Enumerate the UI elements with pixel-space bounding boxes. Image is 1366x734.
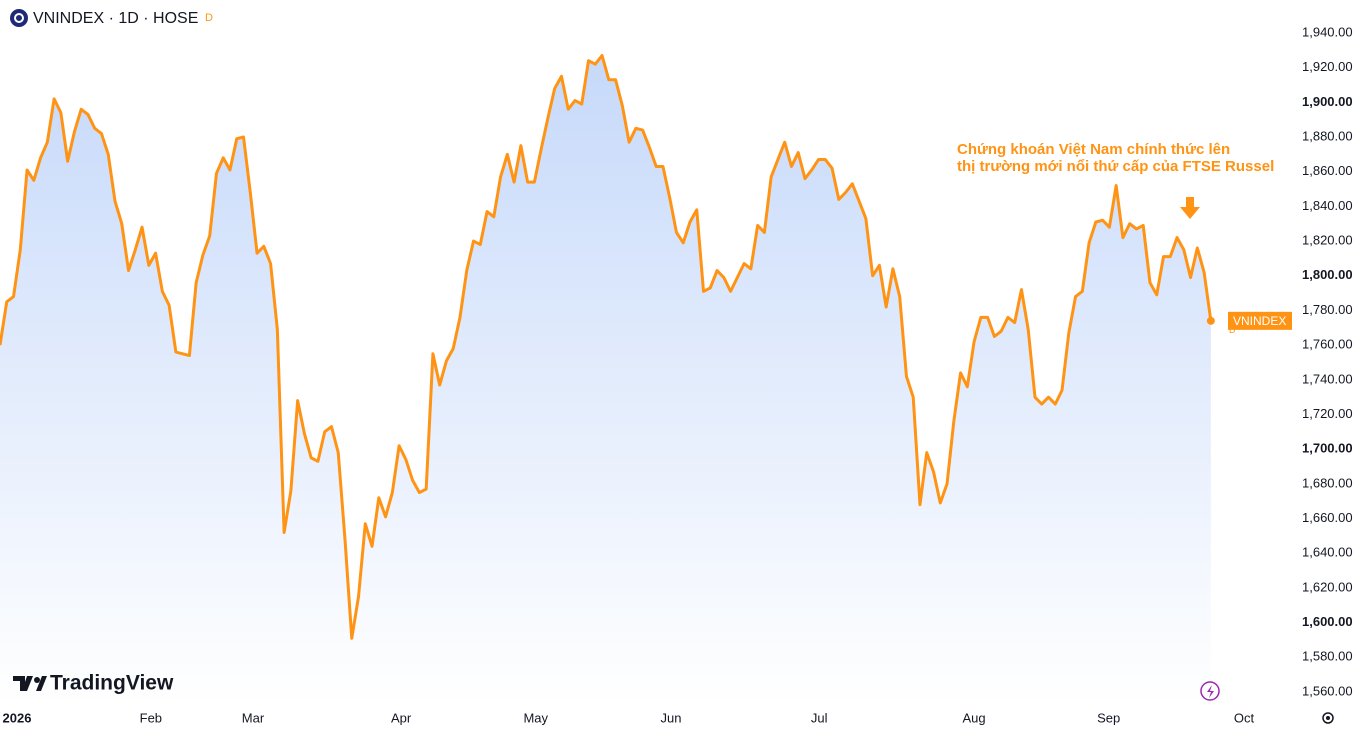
plot [0, 54, 1213, 705]
x-tick-label: Jul [811, 710, 828, 725]
y-tick-label: 1,600.00 [1302, 614, 1353, 629]
x-tick-label: Feb [140, 710, 162, 725]
y-tick-label: 1,820.00 [1302, 233, 1353, 248]
price-scale-bg [1292, 0, 1366, 734]
y-tick-label: 1,640.00 [1302, 545, 1353, 560]
brand-icon [36, 676, 47, 691]
y-tick-label: 1,840.00 [1302, 198, 1353, 213]
badge: D [1229, 325, 1236, 335]
series-badge [1228, 311, 1292, 330]
y-tick-label: 1,880.00 [1302, 128, 1353, 143]
y-tick-label: 1,720.00 [1302, 406, 1353, 421]
annotation: thị trường mới nổi thứ cấp của FTSE Russ… [957, 158, 1274, 175]
line [0, 54, 1213, 640]
y-tick-label: 1,660.00 [1302, 510, 1353, 525]
series-badge-label: VNINDEX [1233, 314, 1286, 328]
lightning-icon [1207, 685, 1214, 698]
y-tick-label: 1,780.00 [1302, 302, 1353, 317]
lightning-button[interactable] [1200, 681, 1220, 701]
annotation: Chứng khoán Việt Nam chính thức lên [957, 141, 1230, 158]
area [0, 55, 1211, 705]
symbol-logo [10, 9, 28, 27]
badge: D [205, 12, 213, 24]
y-tick-label: 1,680.00 [1302, 475, 1353, 490]
x-tick-label: Mar [242, 710, 265, 725]
last-point [1206, 316, 1215, 325]
y-tick-label: 1,580.00 [1302, 649, 1353, 664]
x-tick-label: Aug [963, 710, 986, 725]
y-tick-label: 1,920.00 [1302, 59, 1353, 74]
brand-icon [34, 677, 40, 683]
y-tick-label: 1,560.00 [1302, 683, 1353, 698]
x-tick-label: Jun [661, 710, 682, 725]
annotation-arrow [1180, 197, 1200, 219]
brand-logo [13, 676, 47, 691]
settings-button[interactable] [1322, 712, 1334, 724]
brand-icon [13, 676, 33, 691]
symbol-logo-mark [14, 13, 24, 23]
y-tick-label: 1,940.00 [1302, 24, 1353, 39]
chart-title: VNINDEX · 1D · HOSE [33, 10, 198, 27]
y-tick-label: 1,900.00 [1302, 94, 1353, 109]
x-tick-label: Apr [391, 710, 412, 725]
x-tick-label: May [523, 710, 548, 725]
y-tick-label: 1,620.00 [1302, 579, 1353, 594]
brand: TradingView [50, 672, 174, 695]
settings-icon [1326, 716, 1330, 720]
y-tick-label: 1,800.00 [1302, 267, 1353, 282]
y-tick-label: 1,700.00 [1302, 441, 1353, 456]
y-tick-label: 1,860.00 [1302, 163, 1353, 178]
x-tick-label: Sep [1097, 710, 1120, 725]
y-tick-label: 1,760.00 [1302, 337, 1353, 352]
y-tick-label: 1,740.00 [1302, 371, 1353, 386]
x-tick-label: 2026 [3, 710, 32, 725]
x-tick-label: Oct [1234, 710, 1255, 725]
